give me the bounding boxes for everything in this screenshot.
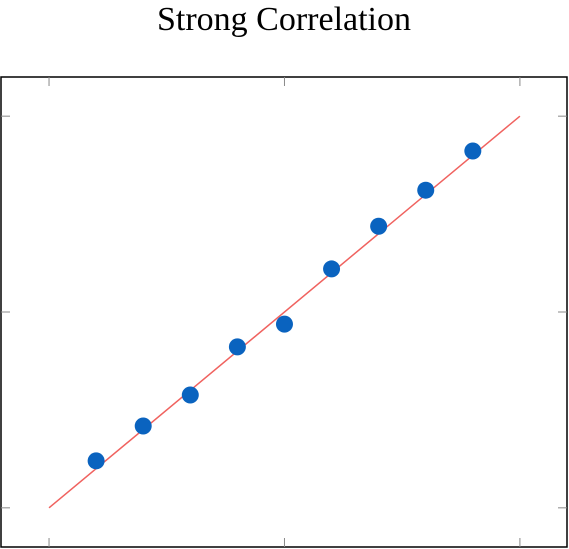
point — [275, 315, 293, 333]
point — [323, 260, 341, 278]
point — [228, 338, 246, 356]
fit-line — [48, 115, 521, 509]
point — [134, 417, 152, 435]
point — [87, 452, 105, 470]
point — [417, 181, 435, 199]
point — [464, 142, 482, 160]
point — [181, 386, 199, 404]
chart-title: Strong Correlation — [157, 1, 411, 38]
point — [370, 217, 388, 235]
